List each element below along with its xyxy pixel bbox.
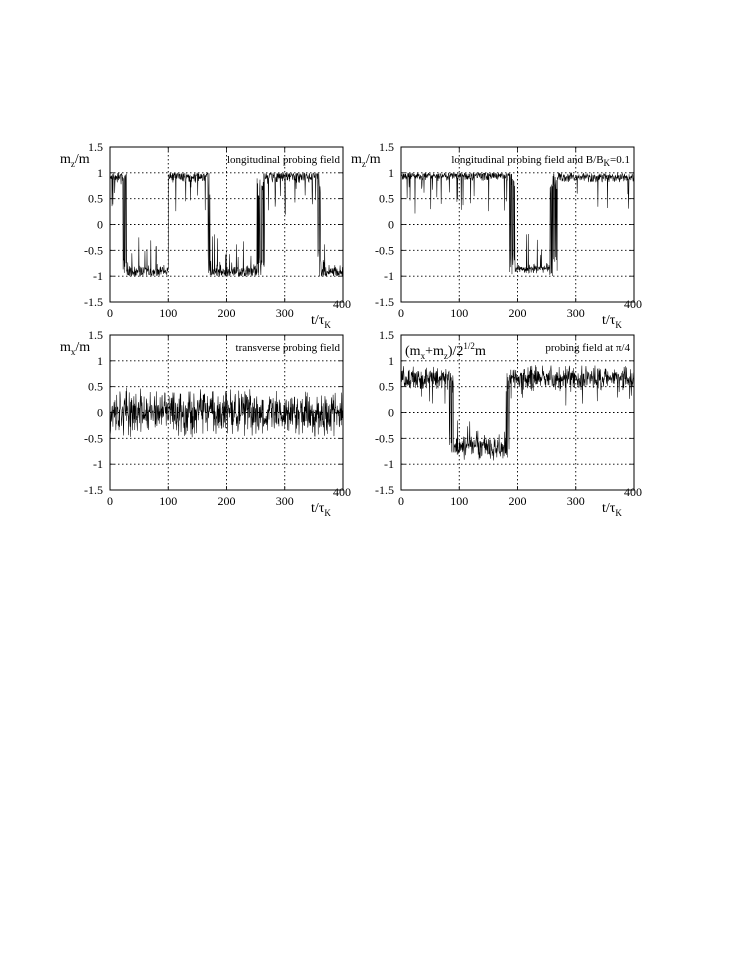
y-axis-title-part: /m	[75, 152, 90, 167]
y-axis-title: (mx+mz)/21/2m	[405, 341, 486, 361]
y-tick-label: 1.5	[379, 328, 394, 342]
x-axis-title-main: t/τ	[311, 313, 325, 328]
y-axis-title-sub: x	[421, 351, 426, 361]
y-tick-label: -1	[384, 457, 394, 471]
y-axis-title-part: /m	[366, 152, 381, 167]
x-axis-title: t/τK	[602, 313, 622, 330]
y-tick-label: 0	[388, 218, 394, 232]
y-tick-label: 0.5	[379, 192, 394, 206]
x-tick-label: 100	[159, 494, 177, 508]
x-axis-title-sub: K	[324, 320, 331, 330]
y-axis-title-part: m	[475, 344, 486, 359]
y-axis-title-sub: z	[71, 159, 75, 169]
y-axis-title-part: /m	[75, 340, 90, 355]
x-tick-label: 400	[624, 485, 642, 499]
x-tick-label: 100	[450, 494, 468, 508]
y-axis-title: mx/m	[60, 340, 90, 357]
y-tick-label: -1.5	[375, 295, 394, 309]
x-tick-label: 200	[509, 494, 527, 508]
y-tick-label: 0.5	[88, 380, 103, 394]
x-tick-label: 100	[450, 306, 468, 320]
y-tick-label: 1	[97, 354, 103, 368]
panel-annotation-text: longitudinal probing field	[227, 154, 341, 166]
chart-panel-4: 1.510.50-0.5-1-1.50 100 200 300400t/τK(mx+m…	[375, 328, 642, 518]
x-tick-label: 200	[509, 306, 527, 320]
series-line	[400, 365, 635, 461]
series-line	[109, 387, 344, 438]
y-tick-label: -0.5	[84, 431, 103, 445]
x-tick-label: 0	[398, 494, 404, 508]
y-tick-label: 0	[97, 406, 103, 420]
y-tick-label: 0	[97, 218, 103, 232]
y-axis-title: mz/m	[60, 152, 90, 169]
x-tick-label: 300	[567, 306, 585, 320]
y-tick-label: 1	[388, 354, 394, 368]
x-tick-label: 0	[107, 306, 113, 320]
y-tick-label: -0.5	[375, 431, 394, 445]
y-tick-label: 1	[97, 166, 103, 180]
y-axis-title-part: +m	[425, 344, 444, 359]
series-line	[400, 171, 635, 276]
y-tick-label: -0.5	[84, 243, 103, 257]
y-tick-label: 0.5	[88, 192, 103, 206]
x-tick-label: 300	[567, 494, 585, 508]
y-axis-title-sup: 1/2	[463, 341, 475, 351]
x-axis-title: t/τK	[311, 313, 331, 330]
x-tick-label: 400	[624, 297, 642, 311]
y-tick-label: -1	[93, 457, 103, 471]
y-axis-title-part: m	[60, 152, 71, 167]
x-axis-title-sub: K	[615, 320, 622, 330]
y-tick-label: -1	[384, 269, 394, 283]
panel-annotation-text: probing field at π/4	[545, 342, 630, 354]
panel-annotation-tail: =0.1	[610, 154, 630, 166]
y-tick-label: -1.5	[84, 295, 103, 309]
y-tick-label: 1.5	[88, 328, 103, 342]
y-tick-label: 1	[388, 166, 394, 180]
panel-annotation-text: longitudinal probing field and B/B	[451, 154, 603, 166]
x-tick-label: 0	[107, 494, 113, 508]
x-axis-title-main: t/τ	[602, 313, 616, 328]
panel-annotation: longitudinal probing field and B/BK=0.1	[451, 154, 630, 168]
y-tick-label: -1	[93, 269, 103, 283]
y-axis-title-sub: z	[444, 351, 448, 361]
y-tick-label: 1.5	[379, 140, 394, 154]
y-tick-label: -1.5	[84, 483, 103, 497]
y-axis-title-sub: x	[71, 347, 76, 357]
x-tick-label: 400	[333, 485, 351, 499]
y-axis-title: mz/m	[351, 152, 381, 169]
x-tick-label: 300	[276, 494, 294, 508]
x-tick-label: 400	[333, 297, 351, 311]
x-tick-label: 300	[276, 306, 294, 320]
y-axis-title-part: (m	[405, 344, 421, 359]
y-tick-label: -1.5	[375, 483, 394, 497]
panel-annotation: probing field at π/4	[545, 342, 630, 354]
y-tick-label: -0.5	[375, 243, 394, 257]
panel-annotation-text: transverse probing field	[236, 342, 341, 354]
y-axis-title-sub: z	[362, 159, 366, 169]
y-axis-title-part: m	[351, 152, 362, 167]
x-axis-title-sub: K	[324, 508, 331, 518]
y-tick-label: 0	[388, 406, 394, 420]
x-tick-label: 100	[159, 306, 177, 320]
x-tick-label: 200	[218, 306, 236, 320]
x-tick-label: 0	[398, 306, 404, 320]
y-tick-label: 0.5	[379, 380, 394, 394]
x-axis-title-main: t/τ	[311, 501, 325, 516]
y-axis-title-part: m	[60, 340, 71, 355]
x-tick-label: 200	[218, 494, 236, 508]
panel-annotation-sub: K	[604, 158, 611, 168]
y-axis-title-part: )/2	[448, 344, 464, 359]
panel-annotation: longitudinal probing field	[227, 154, 341, 166]
x-axis-title: t/τK	[311, 501, 331, 518]
panel-annotation: transverse probing field	[236, 342, 341, 354]
series-line	[109, 171, 344, 277]
y-tick-label: 1.5	[88, 140, 103, 154]
x-axis-title: t/τK	[602, 501, 622, 518]
x-axis-title-main: t/τ	[602, 501, 616, 516]
x-axis-title-sub: K	[615, 508, 622, 518]
